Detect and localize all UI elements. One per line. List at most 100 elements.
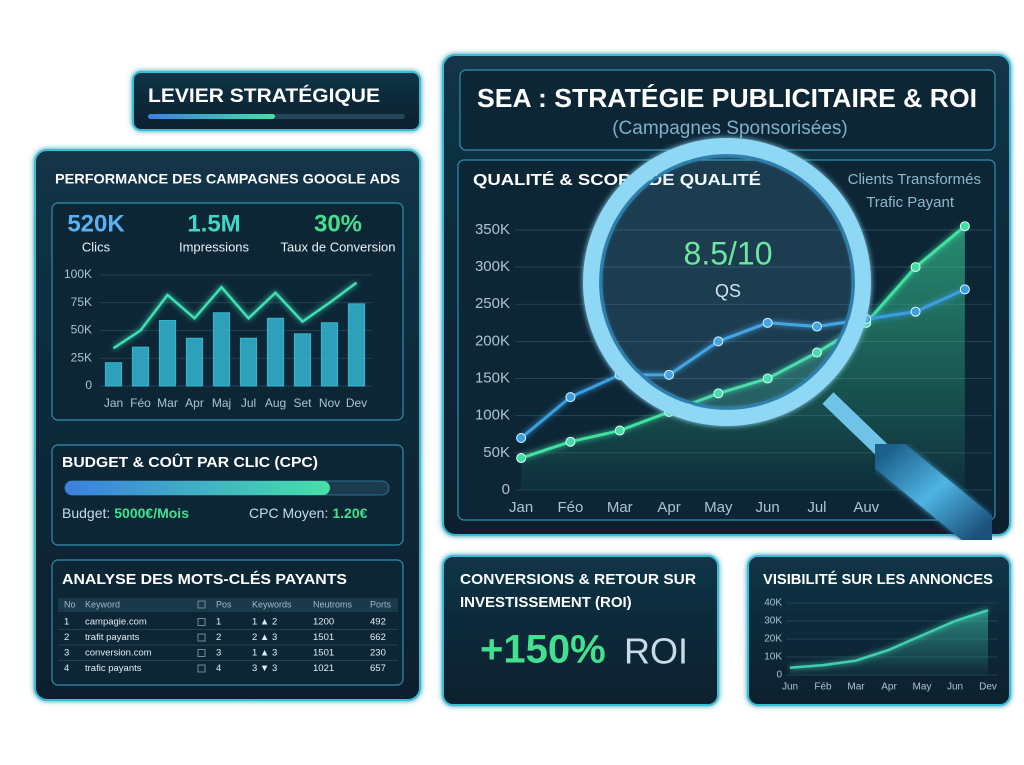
bar (212, 312, 231, 387)
table-cell: 2 ▲ 3 (252, 632, 277, 643)
x-tick-label: Jun (947, 682, 963, 693)
marker (910, 306, 921, 317)
table-cell: 1501 (313, 648, 334, 659)
roi-title: CONVERSIONS & RETOUR SUR (460, 571, 696, 588)
line (520, 225, 966, 460)
table-cell: campagie.com (85, 617, 147, 628)
annotation: 8.5/10 (684, 235, 773, 271)
x-tick-label: Mar (847, 682, 865, 693)
table-cell: trafic payants (85, 663, 142, 674)
kpi-value: 1.5M (187, 210, 240, 237)
budget-value: 5000€/Mois (114, 505, 189, 521)
table-cell: 492 (370, 617, 386, 628)
x-tick-label: May (913, 682, 932, 693)
x-tick-label: Dev (979, 682, 997, 693)
table-header: Keywords (252, 599, 292, 609)
y-tick-label: 300K (475, 258, 510, 275)
y-tick-label: 0 (502, 481, 510, 498)
table-cell: 1 (64, 617, 69, 628)
line (112, 281, 358, 350)
table-cell: conversion.com (85, 648, 152, 659)
table-cell: 1 (216, 617, 221, 628)
cpc-line: CPC Moyen: 1.20€ (249, 505, 368, 521)
marker (762, 373, 773, 384)
keywords-title: ANALYSE DES MOTS-CLÉS PAYANTS (62, 571, 347, 588)
y-tick-label: 200K (475, 332, 510, 349)
table-cell: 4 (64, 663, 69, 674)
bar (347, 303, 366, 387)
x-tick-label: May (704, 499, 733, 516)
table-cell: 3 (216, 648, 221, 659)
magnifier-ring (583, 138, 871, 426)
lever-title: LEVIER STRATÉGIQUE (148, 85, 380, 107)
y-tick-label: 10K (764, 652, 782, 663)
marker (565, 436, 576, 447)
magnifier-glass (599, 154, 855, 410)
table-cell: trafit payants (85, 632, 140, 643)
table-header: Pos (216, 599, 232, 609)
chart-title: VISIBILITÉ SUR LES ANNONCES (763, 571, 993, 588)
x-tick-label: Jan (104, 396, 123, 410)
cpc-label: CPC Moyen: (249, 505, 328, 521)
x-tick-label: Jun (782, 682, 798, 693)
marker (811, 321, 822, 332)
y-tick-label: 100K (64, 267, 92, 281)
y-tick-label: 75K (71, 295, 92, 309)
marker (959, 284, 970, 295)
table-cell: 1021 (313, 663, 334, 674)
area (790, 610, 988, 675)
checkbox (197, 664, 206, 673)
table-cell: 1 ▲ 2 (252, 617, 277, 628)
roi-unit: ROI (624, 631, 688, 672)
cpc-value: 1.20€ (332, 505, 367, 521)
bar (320, 322, 339, 387)
x-tick-label: Féb (814, 682, 832, 693)
marker (713, 388, 724, 399)
x-tick-label: Jul (807, 499, 826, 516)
bar (104, 362, 123, 387)
table-header: No (64, 599, 76, 609)
x-tick-label: Maj (212, 396, 231, 410)
bar (293, 333, 312, 387)
y-tick-label: 30K (764, 616, 782, 627)
kpi-label: Taux de Conversion (281, 239, 396, 254)
y-tick-label: 150K (475, 370, 510, 387)
x-tick-label: Féo (130, 396, 151, 410)
page-subtitle: (Campagnes Sponsorisées) (612, 118, 848, 139)
marker (664, 369, 675, 380)
table-cell: 1501 (313, 632, 334, 643)
x-tick-label: Apr (657, 499, 680, 516)
x-tick-label: Jan (509, 499, 533, 516)
roi-panel (442, 555, 719, 706)
roi-title: INVESTISSEMENT (ROI) (460, 594, 632, 611)
table-cell: 1200 (313, 617, 334, 628)
table-cell: 657 (370, 663, 386, 674)
bar (239, 337, 258, 387)
kpi-value: 520K (67, 210, 125, 237)
marker (959, 221, 970, 232)
table-cell: 1 ▲ 3 (252, 648, 277, 659)
y-tick-label: 250K (475, 295, 510, 312)
budget-line: Budget: 5000€/Mois (62, 505, 189, 521)
table-header: Neutroms (313, 599, 353, 609)
annotation: QS (715, 281, 741, 301)
marker (910, 262, 921, 273)
magnifier-inner-ring (599, 154, 855, 410)
table-cell: 3 (64, 648, 69, 659)
table-header: Keyword (85, 599, 120, 609)
table-header: Ports (370, 599, 392, 609)
kpi-value: 30% (314, 210, 362, 237)
line (520, 288, 966, 440)
table-cell: 2 (216, 632, 221, 643)
table-cell: 662 (370, 632, 386, 643)
budget-fill (65, 481, 330, 495)
checkbox (197, 633, 206, 642)
table-cell: 3 ▼ 3 (252, 663, 277, 674)
budget-title: BUDGET & COÛT PAR CLIC (CPC) (62, 453, 318, 471)
x-tick-label: Féo (558, 499, 584, 516)
table-cell: 230 (370, 648, 386, 659)
x-tick-label: Set (293, 396, 312, 410)
roi-value: +150% (480, 628, 606, 672)
marker (565, 392, 576, 403)
marker (811, 347, 822, 358)
